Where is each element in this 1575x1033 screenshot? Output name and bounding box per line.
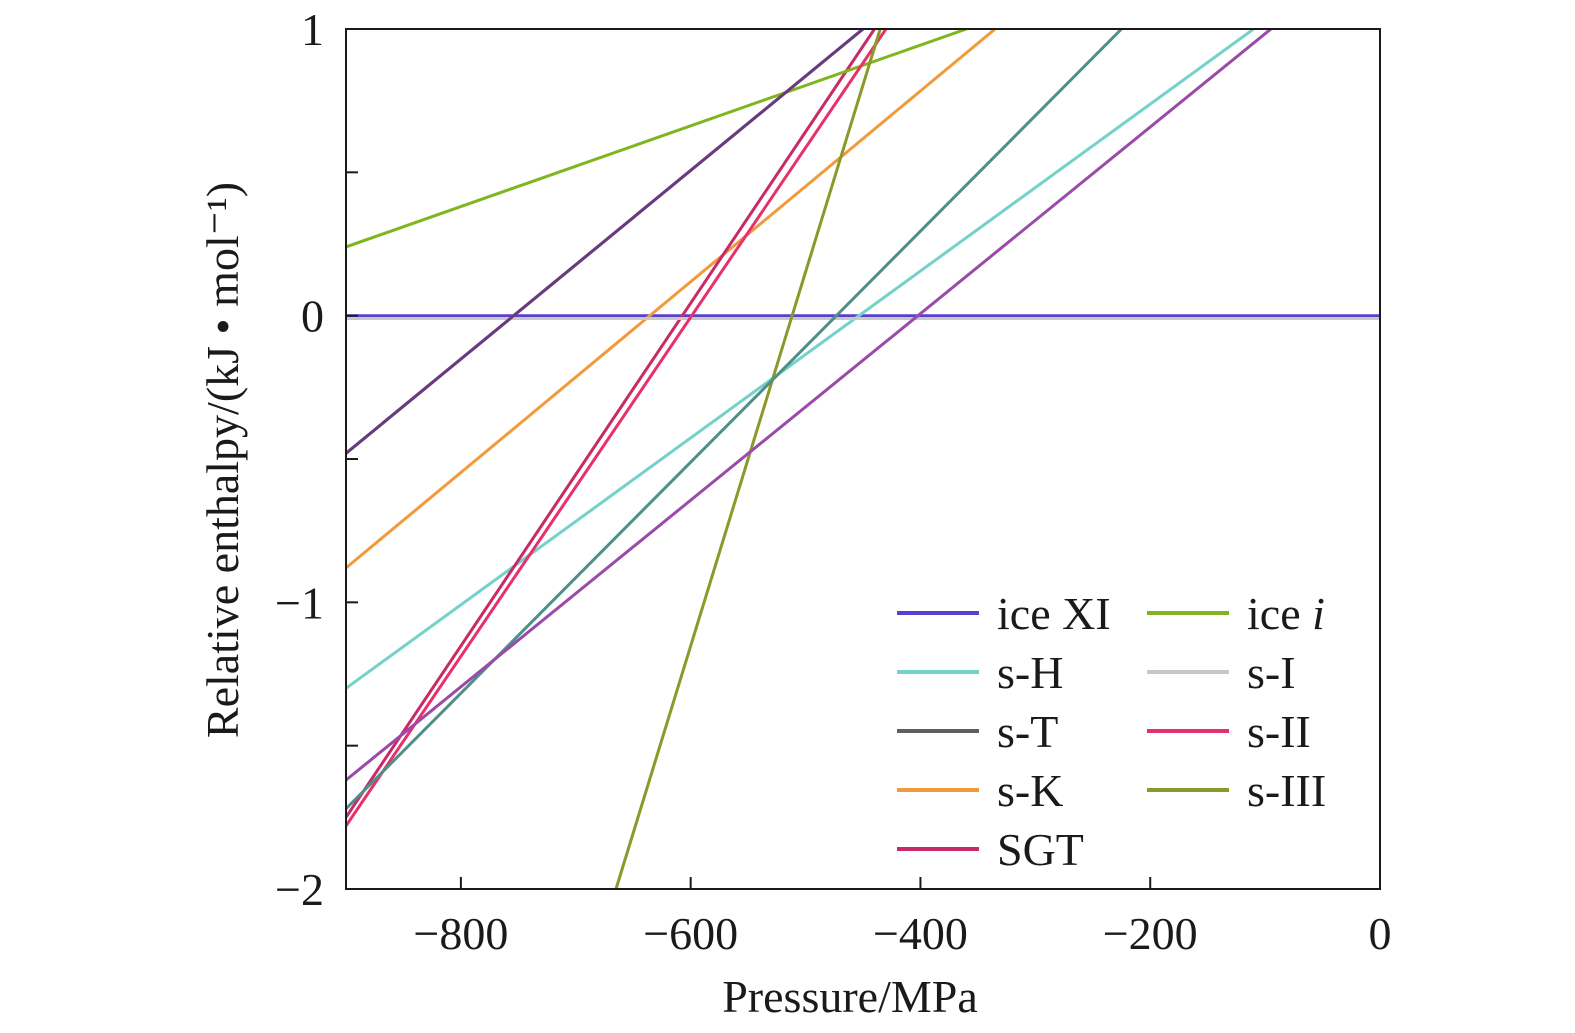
legend: ice XI s-H s-T s-K SGT ice i s-I s-II s-III — [897, 588, 1326, 875]
x-axis: −800 −600 −400 −200 0 — [413, 877, 1392, 959]
series-line-3 — [346, 29, 997, 570]
legend-label: s-H — [997, 647, 1063, 698]
legend-label: s-II — [1247, 706, 1311, 757]
series-line-1 — [346, 29, 1255, 690]
x-tick-label: 0 — [1369, 908, 1392, 959]
series-lines — [346, 29, 1380, 889]
y-tick-label: −2 — [275, 864, 324, 915]
y-tick-label: 1 — [301, 4, 324, 55]
legend-label: ice i — [1247, 588, 1325, 639]
legend-label: s-T — [997, 706, 1058, 757]
series-line-11 — [346, 29, 864, 455]
legend-label: s-III — [1247, 765, 1326, 816]
x-tick-label: −800 — [413, 908, 508, 959]
legend-label: ice XI — [997, 588, 1111, 639]
x-tick-label: −600 — [643, 908, 738, 959]
series-line-10 — [346, 29, 1272, 782]
series-line-8 — [614, 29, 882, 889]
x-axis-title: Pressure/MPa — [722, 971, 978, 1022]
series-line-4 — [346, 29, 876, 819]
legend-label: s-I — [1247, 647, 1296, 698]
series-line-7 — [346, 29, 888, 827]
y-axis-title: Relative enthalpy/(kJ • mol⁻¹) — [197, 182, 248, 738]
legend-label: SGT — [997, 824, 1084, 875]
x-tick-label: −200 — [1103, 908, 1198, 959]
series-line-5 — [346, 29, 967, 249]
y-tick-label: 0 — [301, 291, 324, 342]
series-line-9 — [346, 29, 1123, 810]
plot-frame — [345, 28, 1381, 890]
y-tick-label: −1 — [275, 577, 324, 628]
y-axis: −2 −1 0 1 — [275, 4, 358, 915]
x-tick-label: −400 — [873, 908, 968, 959]
legend-label: s-K — [997, 765, 1063, 816]
